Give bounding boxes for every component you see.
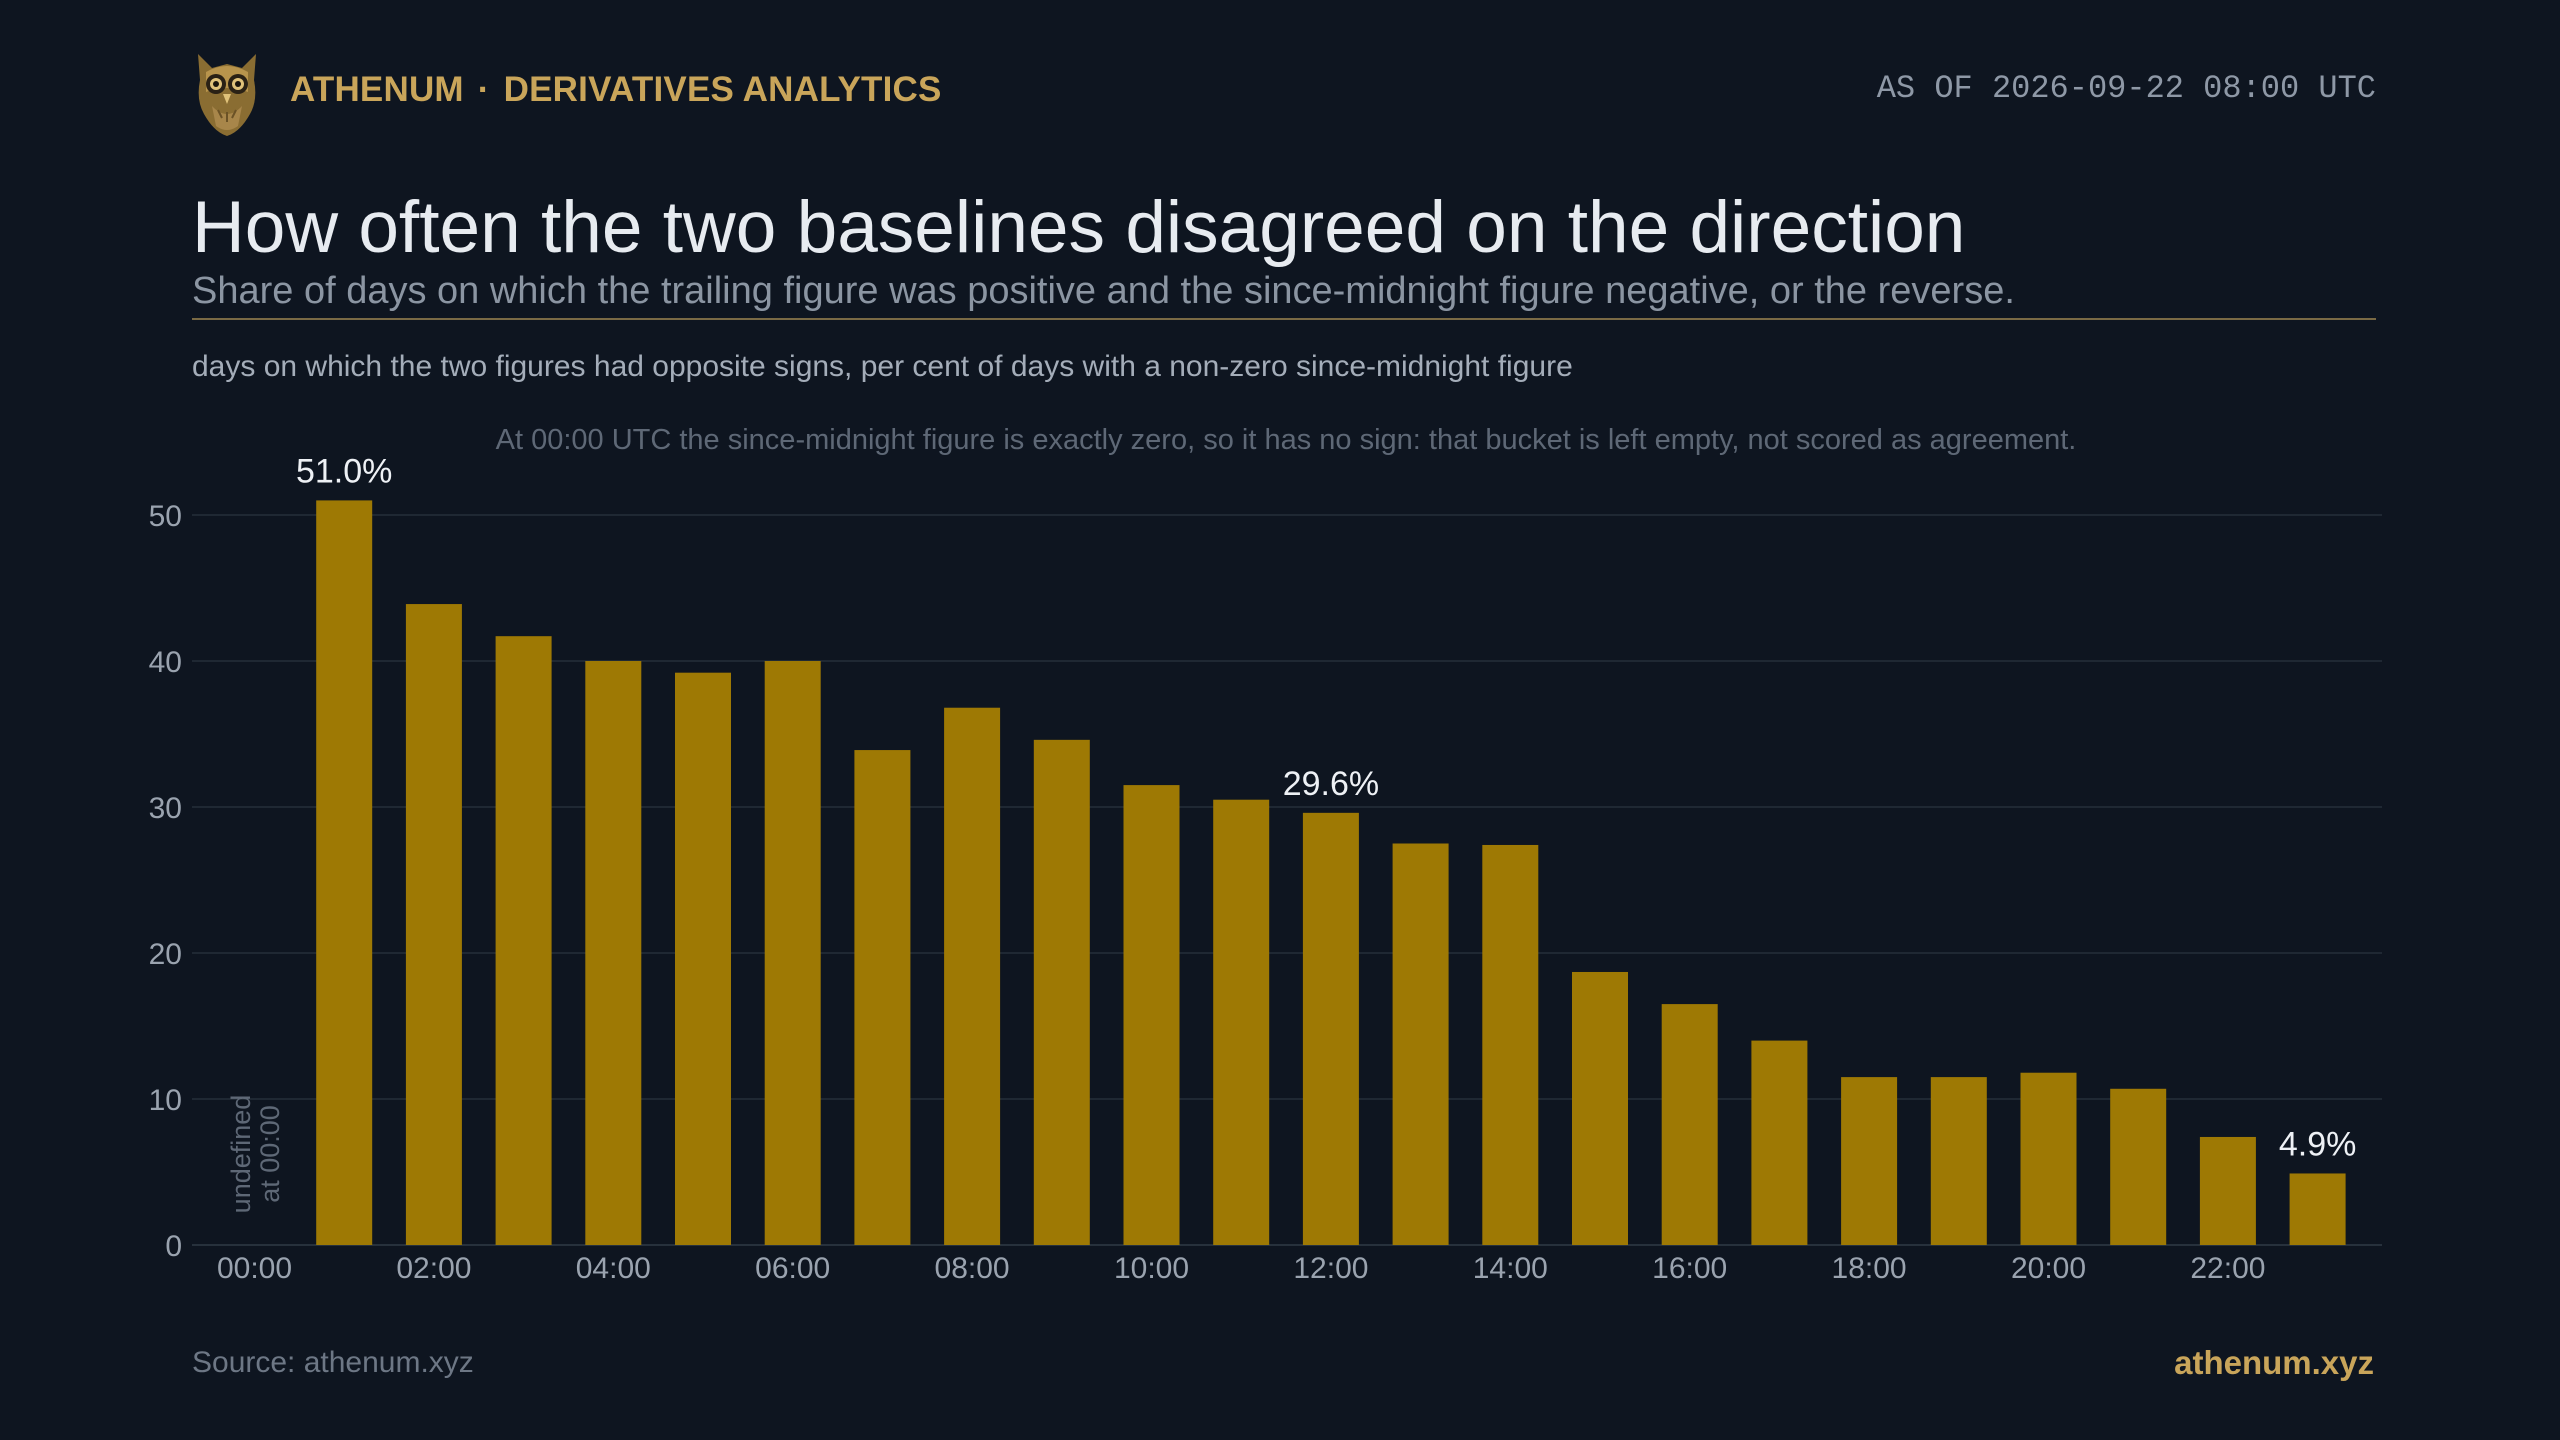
bar <box>854 750 911 1245</box>
bar <box>1930 1077 1987 1245</box>
empty-bucket-note: At 00:00 UTC the since-midnight figure i… <box>496 424 2077 456</box>
x-tick-label: 22:00 <box>2190 1252 2265 1285</box>
bar <box>2199 1136 2256 1245</box>
x-tick-label: 14:00 <box>1473 1252 1548 1285</box>
bar <box>1661 1004 1718 1245</box>
x-tick-label: 16:00 <box>1652 1252 1727 1285</box>
grid-lines <box>192 514 2382 1246</box>
page-title: How often the two baselines disagreed on… <box>192 187 1966 268</box>
bar <box>764 661 821 1245</box>
owl-logo-icon <box>198 54 256 136</box>
bar <box>1572 971 1628 1245</box>
header: ATHENUM · DERIVATIVES ANALYTICS AS OF 2026… <box>192 48 2376 136</box>
x-tick-label: 08:00 <box>935 1252 1010 1285</box>
bar <box>1392 843 1449 1245</box>
bar <box>2110 1088 2167 1245</box>
bar <box>495 636 552 1245</box>
chart-caption: days on which the two figures had opposi… <box>192 350 1573 383</box>
bar <box>675 672 731 1245</box>
data-label: 29.6% <box>1283 765 1379 803</box>
bar <box>1482 844 1539 1245</box>
bar <box>1751 1040 1808 1245</box>
bar <box>405 604 462 1245</box>
y-tick-label: 30 <box>149 792 182 825</box>
site-link[interactable]: athenum.xyz <box>2174 1344 2374 1381</box>
x-tick-label: 20:00 <box>2011 1252 2086 1285</box>
brand-name: ATHENUM <box>290 70 464 109</box>
y-tick-label: 0 <box>165 1230 182 1263</box>
data-label: 51.0% <box>296 452 392 490</box>
empty-bucket-label-2: at 00:00 <box>255 1105 285 1203</box>
source-note: Source: athenum.xyz <box>192 1346 474 1379</box>
brand-section: DERIVATIVES ANALYTICS <box>503 70 942 109</box>
bar <box>2020 1072 2077 1245</box>
x-tick-label: 02:00 <box>396 1252 471 1285</box>
bar <box>316 500 373 1245</box>
bar <box>1213 799 1270 1245</box>
bar <box>585 661 642 1245</box>
y-tick-label: 10 <box>149 1084 182 1117</box>
x-tick-label: 10:00 <box>1114 1252 1189 1285</box>
y-axis-ticks: 0 10 20 30 40 50 <box>149 500 182 1263</box>
title-divider <box>192 318 2376 320</box>
bar <box>944 707 1001 1245</box>
bar <box>2289 1173 2346 1245</box>
brand-title: ATHENUM · DERIVATIVES ANALYTICS <box>290 70 942 110</box>
x-tick-label: 06:00 <box>755 1252 830 1285</box>
bars <box>316 500 2346 1245</box>
x-tick-label: 04:00 <box>576 1252 651 1285</box>
page-subtitle: Share of days on which the trailing figu… <box>192 270 2015 312</box>
bar <box>1123 785 1180 1245</box>
y-tick-label: 40 <box>149 646 182 679</box>
x-tick-label: 00:00 <box>217 1252 292 1285</box>
bar <box>1033 739 1090 1245</box>
data-labels: 51.0% 29.6% 4.9% <box>296 452 2356 1163</box>
x-tick-label: 12:00 <box>1293 1252 1368 1285</box>
data-label: 4.9% <box>2279 1125 2357 1163</box>
bar <box>1841 1077 1898 1245</box>
x-axis-ticks: 00:00 02:00 04:00 06:00 08:00 10:00 12:00 14:00… <box>217 1252 2265 1285</box>
y-tick-label: 20 <box>149 938 182 971</box>
x-tick-label: 18:00 <box>1832 1252 1907 1285</box>
as-of-timestamp: AS OF 2026-09-22 08:00 UTC <box>1876 70 2376 107</box>
empty-bucket-label-1: undefined <box>226 1095 256 1214</box>
brand-separator: · <box>477 70 490 109</box>
empty-bucket-annotation: undefined at 00:00 <box>226 1095 285 1214</box>
y-tick-label: 50 <box>149 500 182 533</box>
bar <box>1302 812 1359 1245</box>
